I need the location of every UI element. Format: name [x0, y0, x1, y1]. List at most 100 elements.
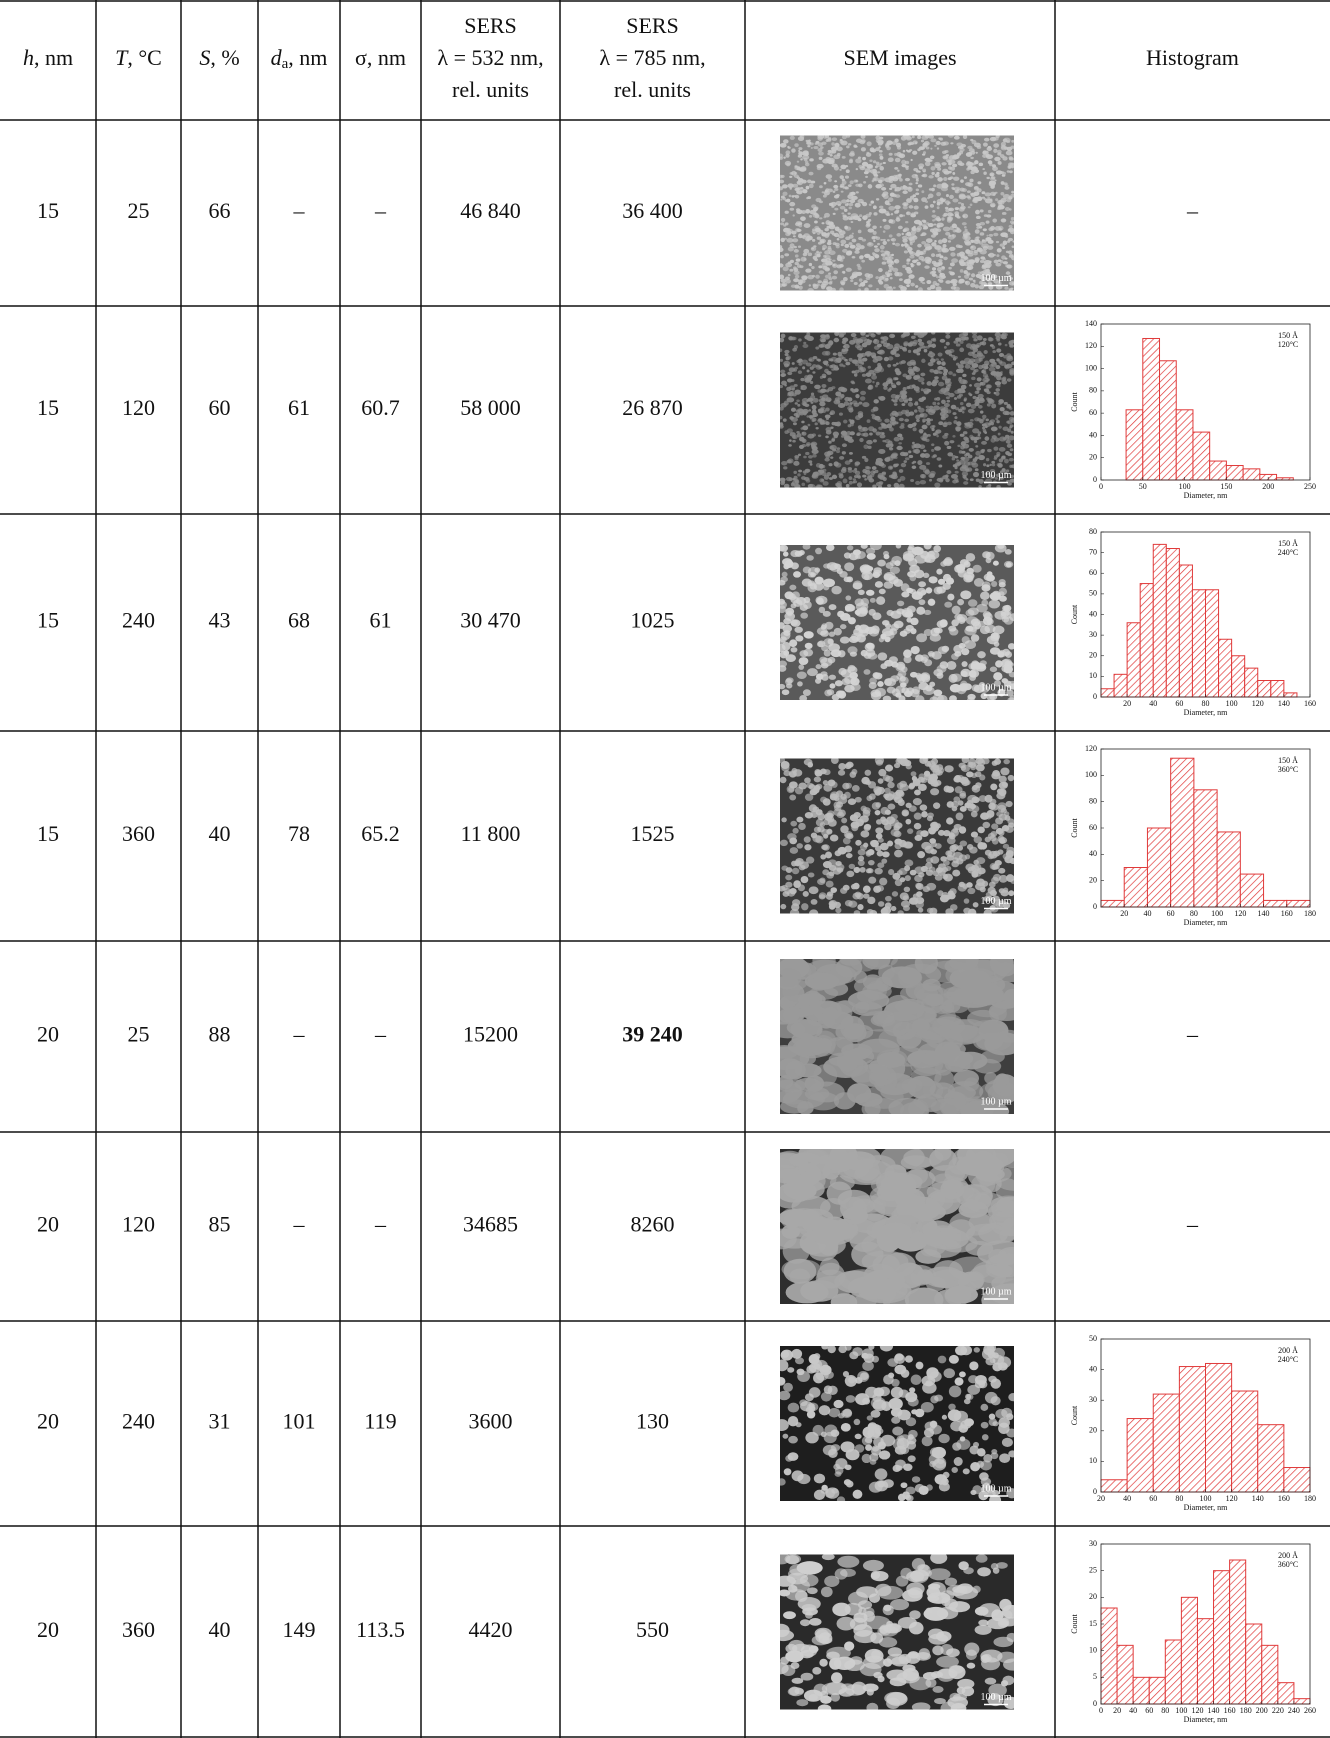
- sem-grain: [993, 149, 997, 153]
- sem-grain: [957, 152, 961, 156]
- sem-grain: [927, 258, 932, 262]
- sem-grain: [979, 163, 984, 167]
- sem-grain: [846, 871, 854, 878]
- sem-grain: [901, 360, 906, 364]
- sem-grain: [971, 811, 978, 818]
- sem-grain: [801, 166, 807, 171]
- sem-grain: [823, 1445, 837, 1456]
- sem-grain: [847, 545, 853, 550]
- table-cell: 15: [37, 608, 59, 633]
- sem-grain: [874, 345, 880, 349]
- sem-grain: [827, 287, 830, 289]
- sem-grain: [795, 550, 803, 556]
- sem-grain: [808, 460, 812, 463]
- table-cell: 20: [37, 1022, 59, 1047]
- sem-grain: [860, 166, 866, 170]
- sem-grain: [962, 235, 967, 240]
- sem-grain: [879, 183, 884, 187]
- sem-grain: [930, 148, 932, 150]
- sem-grain: [992, 1421, 998, 1426]
- sem-grain: [894, 763, 900, 768]
- sem-grain: [901, 136, 907, 141]
- sem-grain: [795, 635, 803, 641]
- sem-grain: [904, 203, 907, 205]
- sem-grain: [955, 786, 963, 793]
- sem-grain: [1002, 246, 1005, 249]
- sem-grain: [780, 279, 786, 283]
- sem-grain: [849, 864, 855, 869]
- sem-grain: [948, 162, 952, 165]
- sem-grain: [815, 548, 822, 554]
- sem-grain: [899, 418, 904, 421]
- sem-grain: [1007, 1633, 1017, 1642]
- sem-grain: [814, 577, 823, 585]
- sem-grain: [891, 261, 894, 263]
- sem-grain: [969, 179, 973, 183]
- y-tick-label: 0: [1093, 1487, 1097, 1496]
- sem-grain: [986, 574, 995, 581]
- sem-grain: [948, 371, 953, 375]
- sem-grain: [797, 181, 801, 184]
- sem-grain: [1012, 282, 1016, 285]
- sem-grain: [982, 168, 985, 170]
- sem-grain: [789, 202, 795, 206]
- sem-grain: [998, 868, 1005, 874]
- sem-grain: [780, 1099, 809, 1113]
- histogram-bar: [1232, 1391, 1258, 1492]
- sem-grain: [903, 150, 906, 153]
- sem-grain: [963, 431, 968, 434]
- sem-grain: [805, 163, 810, 167]
- sem-grain: [979, 795, 987, 802]
- sem-grain: [891, 475, 896, 479]
- sem-grain: [946, 470, 951, 474]
- sem-grain: [999, 596, 1007, 602]
- sem-grain: [916, 262, 920, 266]
- sem-grain: [871, 689, 881, 697]
- sem-grain: [943, 830, 950, 836]
- sem-grain: [815, 346, 819, 349]
- sem-grain: [864, 825, 871, 831]
- histogram-bar: [1171, 758, 1194, 907]
- sem-grain: [827, 248, 831, 251]
- sem-grain: [997, 544, 1004, 549]
- sem-grain: [983, 228, 987, 231]
- sem-grain: [821, 232, 827, 236]
- sem-grain: [961, 465, 966, 469]
- sem-grain: [913, 461, 917, 464]
- sem-grain: [966, 438, 970, 441]
- sem-grain: [878, 838, 884, 843]
- sem-grain: [870, 201, 874, 204]
- sem-grain: [805, 794, 813, 801]
- sem-grain: [824, 451, 831, 456]
- sem-grain: [994, 964, 1030, 982]
- sem-grain: [795, 275, 799, 279]
- sem-grain: [974, 578, 984, 587]
- sem-grain: [912, 260, 917, 264]
- sem-grain: [855, 158, 861, 163]
- sem-grain: [848, 242, 852, 245]
- sem-grain: [983, 429, 987, 432]
- sem-grain: [990, 192, 996, 196]
- sem-grain: [799, 445, 804, 449]
- sem-grain: [828, 1345, 836, 1353]
- sem-grain: [894, 483, 900, 488]
- header-symbol: S: [199, 45, 210, 70]
- sem-grain: [788, 1403, 799, 1413]
- sem-grain: [777, 423, 783, 427]
- sem-grain: [830, 1144, 858, 1167]
- sem-grain: [899, 153, 906, 158]
- sem-grain: [915, 174, 917, 176]
- sem-grain: [870, 840, 878, 846]
- sem-grain: [805, 1393, 814, 1401]
- sem-grain: [873, 672, 880, 678]
- sem-grain: [878, 268, 883, 272]
- sem-grain: [812, 446, 818, 451]
- sem-grain: [961, 661, 967, 667]
- sem-grain: [849, 419, 852, 422]
- sem-grain: [842, 340, 847, 344]
- sem-grain: [778, 416, 782, 420]
- sem-grain: [993, 233, 998, 236]
- page: { "columns": [ {"symbol": "h", "text": "…: [0, 0, 1330, 1738]
- sem-grain: [919, 429, 924, 433]
- histogram-bar: [1153, 1394, 1179, 1492]
